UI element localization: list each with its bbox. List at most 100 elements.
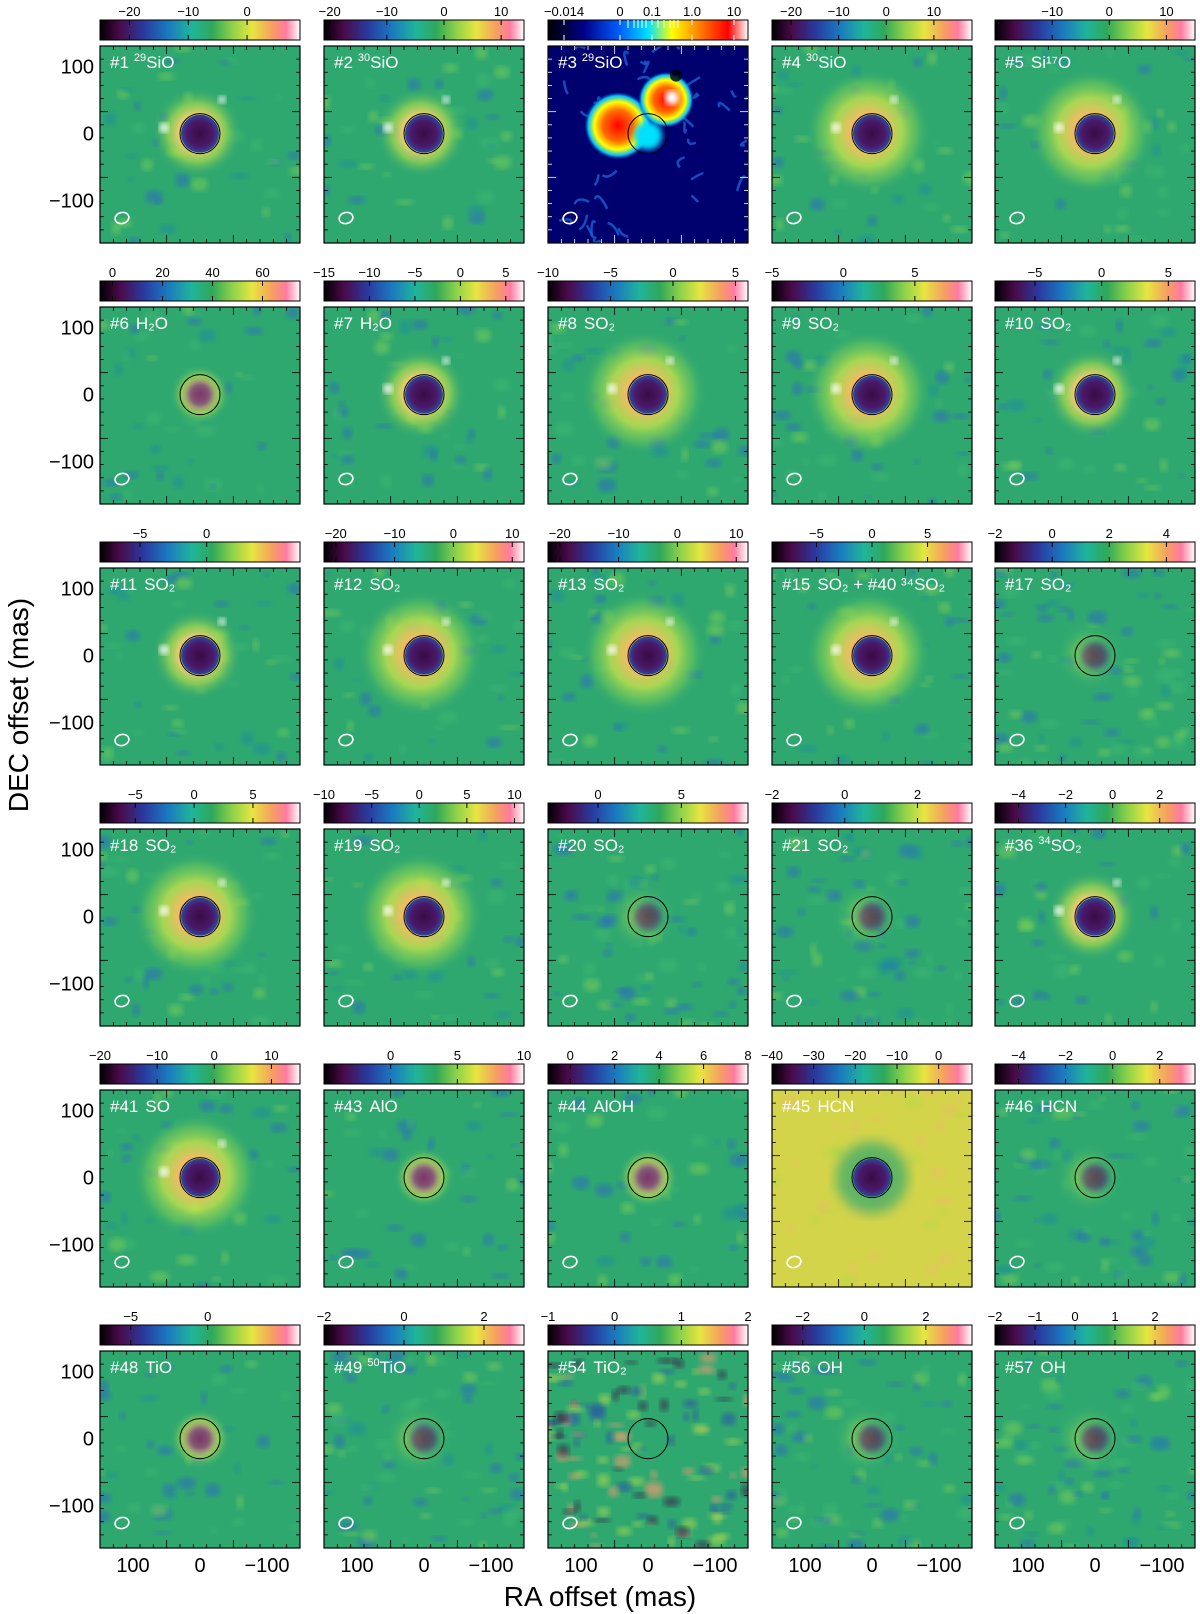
panel: −10 −5 0 5 #8 SO₂ (537, 265, 749, 505)
panel-label: #10 SO₂ (1005, 314, 1072, 333)
species-name: SiO (818, 53, 846, 72)
species-name: SO₂ + #40 ³⁴SO₂ (817, 575, 945, 594)
map-frame (99, 1350, 301, 1549)
colorbar-tick-label: −5 (603, 265, 618, 280)
species-name: H₂O (136, 314, 168, 333)
beam-ellipse (114, 733, 130, 747)
colorbar-tick-label: 0 (935, 1048, 942, 1063)
panel: −1 0 1 2 #54 TiO₂ 100 0 −100 (541, 1309, 752, 1577)
beam-ellipse (338, 733, 354, 747)
colorbar-tick-label: −4 (1011, 1048, 1026, 1063)
beam-ellipse (1009, 994, 1025, 1008)
x-tick-label: −100 (692, 1555, 737, 1577)
map-frame (323, 567, 525, 766)
stellar-disk-outline (1074, 635, 1116, 677)
panel-number: #45 (782, 1097, 810, 1116)
y-tick-label: 100 (61, 318, 94, 340)
y-tick-label: 0 (83, 907, 94, 929)
map-frame (771, 306, 973, 505)
colorbar-tick-label: −20 (118, 4, 140, 19)
isotope-superscript: 30 (806, 52, 818, 64)
colorbar-tick-label: −20 (780, 4, 802, 19)
panel-label: #21 SO₂ (782, 836, 849, 855)
x-tick-label: 0 (1089, 1555, 1100, 1577)
colorbar-tick-label: −10 (358, 265, 380, 280)
colorbar-gradient (547, 1063, 749, 1085)
panel-label: #1 29SiO (110, 52, 175, 72)
colorbar-tick-label: 0 (674, 526, 681, 541)
stellar-disk-outline (627, 896, 669, 938)
panel-label: #11 SO₂ (110, 575, 175, 594)
colorbar-tick-label: 0 (669, 265, 676, 280)
panel-number: #15 (782, 575, 810, 594)
panel: −2 0 2 #21 SO₂ (765, 787, 973, 1027)
map-frame (547, 1089, 749, 1288)
species-name: SO₂ (1040, 314, 1071, 333)
colorbar-tick-label: −10 (537, 265, 559, 280)
stellar-disk-outline (1074, 1157, 1116, 1199)
panel: −5 0 5 #15 SO₂ + #40 ³⁴SO₂ (771, 526, 973, 766)
x-tick-label: −100 (468, 1555, 513, 1577)
colorbar-tick-label: 0 (1109, 787, 1116, 802)
colorbar-gradient (771, 19, 973, 41)
colorbar-tick-label: 10 (507, 787, 521, 802)
colorbar-tick-label: −10 (1041, 4, 1063, 19)
map-frame (547, 828, 749, 1027)
species-name: SiO (146, 53, 174, 72)
map-frame (547, 1350, 749, 1549)
colorbar-tick-label: −2 (988, 1309, 1003, 1324)
colorbar-tick-label: −5 (123, 1309, 138, 1324)
colorbar-tick-label: −30 (803, 1048, 825, 1063)
colorbar-tick-label: 4 (655, 1048, 662, 1063)
map-frame (99, 828, 301, 1027)
colorbar-tick-label: 1 (1111, 1309, 1118, 1324)
panel: −10 0 10 #5 Si¹⁷O (994, 4, 1196, 244)
panel-number: #12 (334, 575, 362, 594)
stellar-disk-outline (403, 1157, 445, 1199)
colorbar-tick-label: 10 (517, 1048, 531, 1063)
stellar-disk-outline (627, 1418, 669, 1460)
colorbar-tick-label: 0 (841, 787, 848, 802)
map-image (324, 1090, 524, 1287)
map-image (100, 1090, 300, 1287)
colorbar-gradient (323, 1063, 525, 1085)
colorbar-tick-label: 1.0 (683, 4, 701, 19)
species-name: HCN (1040, 1097, 1077, 1116)
colorbar-tick-label: 10 (264, 1048, 278, 1063)
x-tick-label: 0 (418, 1555, 429, 1577)
colorbar-gradient (323, 541, 525, 563)
map-frame (323, 1089, 525, 1288)
colorbar-tick-label: 10 (1159, 4, 1173, 19)
colorbar: −20 −10 0 10 (323, 526, 525, 563)
colorbar-tick-label: −10 (828, 4, 850, 19)
colorbar-tick-label: −0.014 (544, 4, 584, 19)
colorbar-tick-label: −10 (886, 1048, 908, 1063)
panel-label: #46 HCN (1005, 1097, 1077, 1116)
colorbar-tick-label: 5 (249, 787, 256, 802)
colorbar-gradient (547, 19, 749, 41)
beam-ellipse (338, 1516, 354, 1530)
map-image (548, 829, 748, 1026)
colorbar-gradient (323, 19, 525, 41)
stellar-disk-outline (179, 896, 221, 938)
beam-ellipse (562, 1516, 578, 1530)
map-frame (547, 45, 749, 244)
panel-label: #15 SO₂ + #40 ³⁴SO₂ (782, 575, 945, 594)
colorbar-tick-label: 2 (1156, 1048, 1163, 1063)
panel-number: #4 (782, 53, 801, 72)
panel: −5 0 #11 SO₂ 100 0 −100 (49, 526, 301, 766)
stellar-disk-outline (403, 113, 445, 155)
species-name: SO₂ (584, 314, 615, 333)
panel-label: #19 SO₂ (334, 836, 401, 855)
panel-label: #12 SO₂ (334, 575, 401, 594)
map-image (100, 568, 300, 765)
y-tick-label: 0 (83, 1429, 94, 1451)
beam-ellipse (338, 1255, 354, 1269)
beam-ellipse (562, 1255, 578, 1269)
colorbar-gradient (994, 1063, 1196, 1085)
map-frame (994, 45, 1196, 244)
map-image (100, 1351, 300, 1548)
map-frame (323, 828, 525, 1027)
colorbar: −10 −5 0 5 10 (313, 787, 525, 824)
